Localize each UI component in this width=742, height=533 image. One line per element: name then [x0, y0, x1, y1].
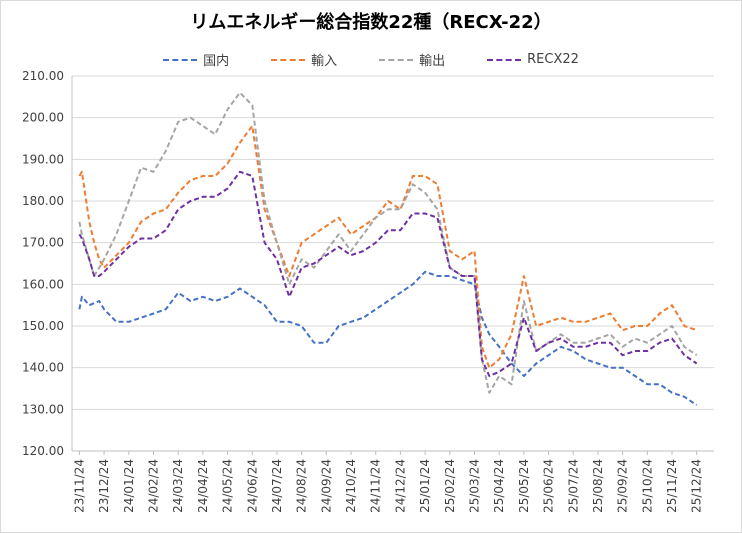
x-tick-label: 25/12/24: [690, 459, 704, 513]
legend-label-domestic: 国内: [203, 54, 230, 69]
y-tick-label: 210.00: [22, 69, 64, 83]
x-tick-label: 24/10/24: [344, 459, 358, 513]
series-line-1: [78, 125, 698, 369]
x-tick-label: 25/08/24: [591, 459, 605, 513]
legend-label-export: 輸出: [419, 54, 446, 69]
x-tick-label: 25/11/24: [665, 459, 679, 513]
legend-swatch-import: [271, 58, 306, 61]
x-tick-label: 25/10/24: [640, 459, 654, 513]
x-tick-label: 24/08/24: [295, 459, 309, 513]
y-axis: 120.00 130.00 140.00 150.00 160.00 170.00 180.…: [22, 69, 73, 458]
chart-title: リムエネルギー総合指数22種（RECX-22）: [190, 12, 552, 33]
y-tick-label: 160.00: [22, 277, 64, 291]
y-tick-label: 170.00: [22, 236, 64, 250]
x-tick-label: 24/05/24: [221, 459, 235, 513]
x-tick-label: 25/01/24: [418, 459, 432, 513]
x-tick-label: 24/07/24: [270, 459, 284, 513]
x-tick-label: 24/03/24: [171, 459, 185, 513]
x-tick-label: 24/02/24: [146, 459, 160, 513]
legend-swatch-export: [379, 58, 414, 61]
y-tick-label: 140.00: [22, 361, 64, 375]
x-tick-label: 24/11/24: [369, 459, 383, 513]
x-tick-label: 25/06/24: [542, 459, 556, 513]
x-tick-label: 24/04/24: [196, 459, 210, 513]
x-tick-label: 24/01/24: [122, 459, 136, 513]
y-tick-label: 150.00: [22, 319, 64, 333]
x-tick-label: 24/06/24: [245, 459, 259, 513]
legend-item-recx22: RECX22: [487, 50, 579, 69]
series-lines: [78, 91, 698, 407]
series-line-0: [78, 270, 698, 407]
y-tick-label: 180.00: [22, 194, 64, 208]
legend-label-import: 輸入: [311, 54, 338, 69]
x-tick-label: 25/03/24: [467, 459, 481, 513]
x-tick-label: 24/12/24: [393, 459, 407, 513]
chart-legend: 国内 輸入 輸出 RECX22: [0, 50, 742, 69]
y-tick-label: 130.00: [22, 402, 64, 416]
x-tick-label: 25/09/24: [616, 459, 630, 513]
x-tick-label: 25/05/24: [517, 459, 531, 513]
legend-swatch-recx22: [487, 58, 522, 61]
y-tick-label: 190.00: [22, 152, 64, 166]
series-line-3: [78, 170, 698, 377]
y-tick-label: 200.00: [22, 111, 64, 125]
series-line-2: [78, 91, 698, 394]
x-tick-label: 25/07/24: [566, 459, 580, 513]
legend-label-recx22: RECX22: [527, 52, 579, 67]
x-tick-label: 23/11/24: [72, 459, 86, 513]
y-tick-label: 120.00: [22, 444, 64, 458]
legend-item-domestic: 国内: [163, 50, 229, 69]
gridlines: [72, 75, 714, 452]
legend-swatch-domestic: [163, 58, 198, 61]
x-tick-label: 23/12/24: [97, 459, 111, 513]
legend-item-import: 輸入: [271, 50, 337, 69]
legend-item-export: 輸出: [379, 50, 445, 69]
x-tick-label: 25/04/24: [492, 459, 506, 513]
x-tick-label: 25/02/24: [443, 459, 457, 513]
x-tick-label: 24/09/24: [319, 459, 333, 513]
x-axis: 23/11/24 23/12/24 24/01/24 24/02/24 24/03/24…: [72, 450, 714, 513]
